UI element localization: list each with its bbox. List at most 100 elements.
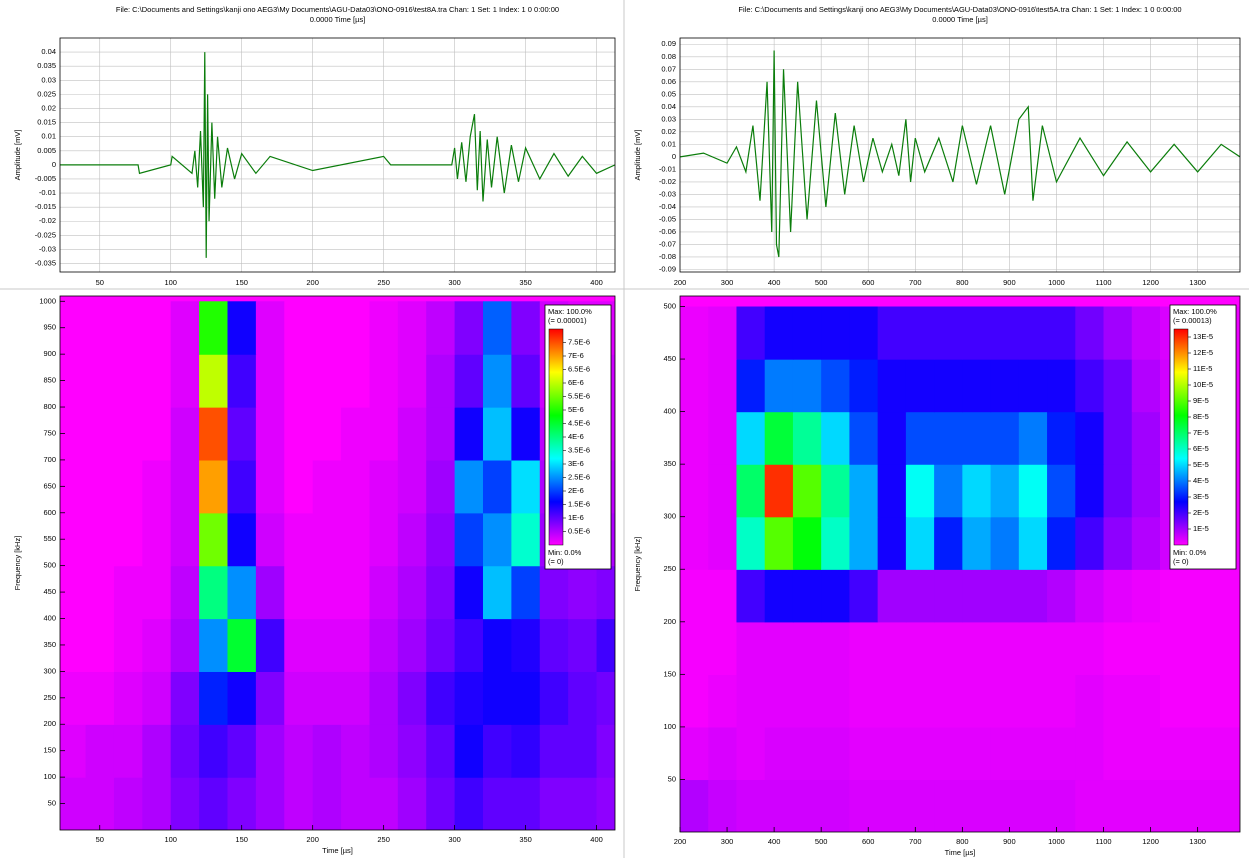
heatmap-cell xyxy=(511,618,541,672)
heatmap-cell xyxy=(170,777,200,830)
heatmap-cell xyxy=(934,569,963,623)
heatmap-cell xyxy=(568,565,598,620)
heatmap-cell xyxy=(1131,516,1161,570)
heatmap-cell xyxy=(511,354,541,408)
heatmap-cell xyxy=(227,407,257,461)
y-tick-label: 0.02 xyxy=(41,103,56,112)
heatmap-cell xyxy=(821,306,851,360)
heatmap-cell xyxy=(1103,359,1133,413)
heatmap-cell xyxy=(85,777,115,830)
heatmap-cell xyxy=(397,671,427,725)
colorbar-label: 2.5E-6 xyxy=(568,472,590,481)
x-tick-label: 500 xyxy=(815,278,828,287)
colorbar-label: 9E-5 xyxy=(1193,396,1209,405)
x-tick-label: 150 xyxy=(235,835,248,844)
heatmap-cell xyxy=(792,359,822,413)
heatmap-cell xyxy=(821,726,851,781)
heatmap-cell xyxy=(312,301,342,355)
x-tick-label: 600 xyxy=(862,278,875,287)
heatmap-cell xyxy=(990,464,1020,518)
heatmap-cell xyxy=(255,724,285,778)
heatmap-cell xyxy=(934,726,963,781)
heatmap-cell xyxy=(1103,726,1133,781)
heatmap-cell xyxy=(199,512,229,567)
y-tick-label: -0.07 xyxy=(659,239,676,248)
heatmap-cell xyxy=(1075,516,1105,570)
heatmap-cell xyxy=(934,306,963,360)
heatmap-cell xyxy=(369,671,399,725)
y-tick-label: -0.01 xyxy=(659,164,676,173)
heatmap-cell xyxy=(1018,779,1048,832)
y-tick-label: 0.07 xyxy=(661,64,676,73)
heatmap-cell xyxy=(454,459,484,514)
heatmap-cell xyxy=(113,724,143,778)
heatmap-cell xyxy=(1047,779,1076,832)
heatmap-cell xyxy=(962,779,992,832)
heatmap-cell xyxy=(849,569,879,623)
heatmap-cell xyxy=(454,777,484,830)
heatmap-cell xyxy=(199,777,229,830)
y-tick-label: 0.005 xyxy=(37,146,56,155)
heatmap-cell xyxy=(511,407,541,461)
heatmap-cell xyxy=(1131,359,1161,413)
heatmap-cell xyxy=(1160,621,1189,675)
heatmap-cell xyxy=(764,411,794,465)
colorbar-label: 1E-6 xyxy=(568,513,584,522)
y-tick-label: 500 xyxy=(43,561,56,570)
heatmap-cell xyxy=(312,565,342,620)
heatmap-cells xyxy=(680,306,1240,832)
heatmap-cell xyxy=(170,301,200,355)
x-axis-label: Time [µs] xyxy=(322,846,353,855)
heatmap-cell xyxy=(454,671,484,725)
heatmap-cell xyxy=(568,618,598,672)
heatmap-cell xyxy=(990,516,1020,570)
x-tick-label: 300 xyxy=(721,837,734,846)
heatmap-cell xyxy=(708,674,738,728)
y-tick-label: 400 xyxy=(663,407,676,416)
heatmap-cell xyxy=(284,354,314,408)
y-axis-label: Amplitude [mV] xyxy=(13,130,22,181)
heatmap-cell xyxy=(934,674,963,728)
heatmap-cell xyxy=(764,464,794,518)
heatmap-cell xyxy=(905,306,935,360)
heatmap-cell xyxy=(934,779,963,832)
y-tick-label: 500 xyxy=(663,301,676,310)
colorbar-label: 6E-6 xyxy=(568,378,584,387)
plot-frame xyxy=(679,37,1241,273)
heatmap-cell xyxy=(199,301,229,355)
x-tick-label: 300 xyxy=(721,278,734,287)
y-tick-label: -0.05 xyxy=(659,214,676,223)
heatmap-cell xyxy=(142,407,172,461)
heatmap-cell xyxy=(170,724,200,778)
heatmap-cell xyxy=(113,512,143,567)
x-tick-label: 1200 xyxy=(1142,837,1159,846)
heatmap-cell xyxy=(792,779,822,832)
x-tick-label: 250 xyxy=(377,835,390,844)
heatmap-cell xyxy=(397,724,427,778)
colorbar-label: 5E-6 xyxy=(568,405,584,414)
heatmap-cell xyxy=(85,354,115,408)
heatmap-cell xyxy=(1047,306,1076,360)
heatmap-cell xyxy=(962,306,992,360)
heatmap-cell xyxy=(1188,621,1218,675)
heatmap-cell xyxy=(1131,674,1161,728)
heatmap-cell xyxy=(1018,726,1048,781)
y-tick-label: -0.03 xyxy=(39,244,56,253)
heatmap-cell xyxy=(426,354,456,408)
x-tick-label: 50 xyxy=(96,278,104,287)
x-tick-label: 250 xyxy=(377,278,390,287)
heatmap-cell xyxy=(426,618,456,672)
heatmap-cell xyxy=(821,411,851,465)
heatmap-cell xyxy=(255,565,285,620)
heatmap-cell xyxy=(199,671,229,725)
heatmap-cell xyxy=(962,726,992,781)
heatmap-cell xyxy=(369,459,399,514)
heatmap-cell xyxy=(1131,569,1161,623)
heatmap-cell xyxy=(511,459,541,514)
x-tick-label: 700 xyxy=(909,278,922,287)
heatmap-cell xyxy=(113,565,143,620)
heatmap-cell xyxy=(1018,464,1048,518)
heatmap-cell xyxy=(312,777,342,830)
legend-max: Max: 100.0% xyxy=(1173,307,1217,316)
heatmap-cell xyxy=(1047,359,1076,413)
